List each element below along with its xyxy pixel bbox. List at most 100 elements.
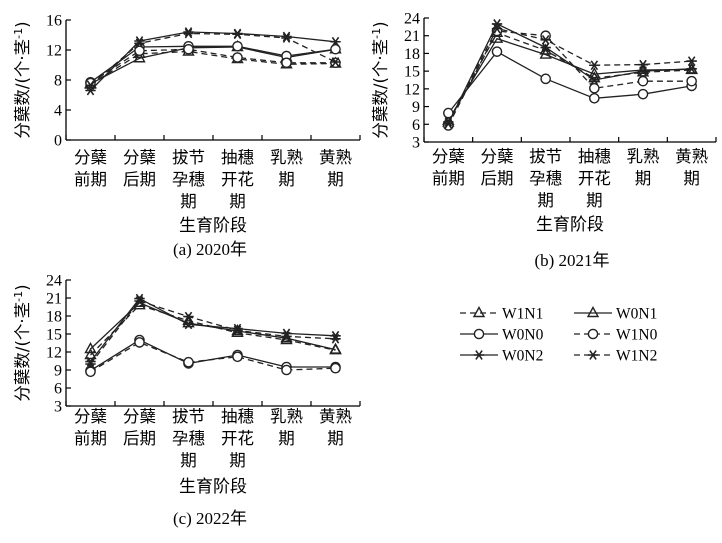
data-point bbox=[85, 80, 96, 91]
x-axis-label: 生育阶段 bbox=[179, 216, 247, 236]
legend: W1N1 W0N1 W0N0 W1N0 W0N2 W1N2 bbox=[460, 306, 658, 365]
data-point bbox=[133, 51, 146, 63]
data-point bbox=[491, 46, 503, 57]
data-point bbox=[134, 38, 145, 49]
x-tick-label: 后期 bbox=[481, 169, 514, 188]
data-point bbox=[540, 73, 551, 85]
data-point bbox=[183, 319, 194, 330]
series-w1n2 bbox=[85, 296, 341, 369]
data-point bbox=[232, 351, 243, 363]
legend-item-w0n2: W0N2 bbox=[460, 348, 543, 365]
x-axis-label: 生育阶段 bbox=[179, 477, 247, 497]
x-tick-label: 抽穗 bbox=[221, 407, 254, 426]
data-point bbox=[281, 31, 292, 42]
series-w1n0 bbox=[85, 43, 341, 89]
x-tick-label: 开花 bbox=[221, 170, 254, 189]
x-tick-label: 分蘖 bbox=[123, 407, 156, 426]
legend-label: W1N2 bbox=[616, 348, 657, 365]
x-tick-label: 期 bbox=[229, 451, 246, 470]
legend-marker bbox=[472, 306, 486, 318]
y-tick-label: 24 bbox=[404, 11, 420, 28]
data-point bbox=[183, 356, 194, 368]
series-line bbox=[90, 341, 336, 373]
y-tick-label: 9 bbox=[54, 363, 62, 380]
series-w0n1 bbox=[84, 295, 342, 354]
data-point bbox=[232, 52, 243, 63]
data-point bbox=[330, 36, 341, 47]
y-tick-label: 8 bbox=[54, 73, 62, 90]
series-line bbox=[447, 31, 692, 123]
y-tick-label: 9 bbox=[412, 99, 420, 116]
series-line bbox=[447, 23, 692, 124]
series-line bbox=[447, 27, 692, 123]
x-tick-label: 孕穗 bbox=[172, 429, 205, 448]
x-tick-label: 乳熟 bbox=[270, 407, 304, 426]
panel-caption: (b) 2021年 bbox=[534, 251, 609, 270]
panel-a-2020: 0481216分蘖前期分蘖后期拔节孕穗期抽穗开花期乳熟期黄熟期分蘖数/(个·茎-… bbox=[12, 13, 361, 259]
data-point bbox=[637, 75, 649, 87]
legend-label: W0N2 bbox=[502, 348, 543, 365]
y-tick-label: 6 bbox=[412, 117, 420, 134]
series-line bbox=[90, 46, 336, 85]
series-w1n0 bbox=[443, 25, 697, 131]
x-tick-label: 前期 bbox=[74, 170, 107, 189]
series-line bbox=[90, 32, 336, 86]
data-point bbox=[330, 57, 341, 67]
data-point bbox=[134, 296, 145, 306]
x-tick-label: 抽穗 bbox=[221, 148, 254, 167]
series-w1n1 bbox=[442, 25, 698, 127]
data-point bbox=[589, 82, 600, 94]
y-tick-label: 24 bbox=[46, 273, 62, 290]
series-line bbox=[89, 297, 336, 362]
legend-label: W0N1 bbox=[616, 306, 657, 323]
legend-label: W1N0 bbox=[616, 327, 658, 344]
legend-marker bbox=[587, 328, 599, 340]
x-tick-label: 期 bbox=[229, 192, 246, 211]
panel-caption: (a) 2020年 bbox=[173, 240, 247, 259]
x-tick-label: 期 bbox=[327, 170, 344, 189]
data-point bbox=[85, 366, 96, 378]
series-line bbox=[447, 50, 692, 114]
y-tick-label: 21 bbox=[46, 291, 62, 308]
data-point bbox=[84, 348, 97, 360]
data-point bbox=[84, 342, 97, 354]
data-point bbox=[232, 29, 243, 40]
series-line bbox=[90, 48, 336, 84]
data-point bbox=[589, 60, 600, 71]
y-tick-label: 18 bbox=[404, 46, 420, 63]
y-tick-label: 16 bbox=[46, 13, 62, 30]
x-tick-label: 开花 bbox=[221, 429, 254, 448]
data-point bbox=[637, 59, 649, 70]
x-tick-label: 期 bbox=[278, 429, 295, 448]
x-tick-label: 开花 bbox=[578, 169, 611, 188]
data-point bbox=[330, 333, 341, 344]
x-tick-label: 乳熟 bbox=[270, 148, 304, 167]
data-point bbox=[281, 33, 292, 43]
data-point bbox=[589, 93, 600, 104]
y-tick-label: 12 bbox=[404, 81, 420, 98]
legend-marker bbox=[473, 328, 485, 340]
series-line bbox=[90, 50, 336, 86]
data-point bbox=[183, 28, 194, 39]
data-point bbox=[686, 75, 697, 87]
legend-item-w1n1: W1N1 bbox=[460, 306, 543, 323]
x-tick-label: 黄熟 bbox=[675, 147, 709, 166]
y-tick-label: 3 bbox=[412, 135, 420, 152]
data-point bbox=[330, 362, 341, 374]
x-tick-label: 期 bbox=[327, 429, 344, 448]
series-line bbox=[90, 31, 336, 91]
legend-item-w1n0: W1N0 bbox=[574, 327, 658, 344]
x-tick-label: 前期 bbox=[74, 429, 107, 448]
y-axis-label: 分蘖数/(个·茎-1) bbox=[12, 284, 32, 401]
series-line bbox=[90, 339, 336, 372]
x-axis-label: 生育阶段 bbox=[536, 215, 604, 235]
legend-label: W0N0 bbox=[502, 327, 544, 344]
series-line bbox=[447, 30, 692, 126]
y-tick-label: 12 bbox=[46, 345, 62, 362]
data-point bbox=[637, 88, 649, 100]
data-point bbox=[589, 75, 600, 85]
x-tick-label: 拔节 bbox=[172, 407, 205, 426]
x-tick-label: 黄熟 bbox=[319, 407, 353, 426]
y-tick-label: 15 bbox=[46, 327, 62, 344]
